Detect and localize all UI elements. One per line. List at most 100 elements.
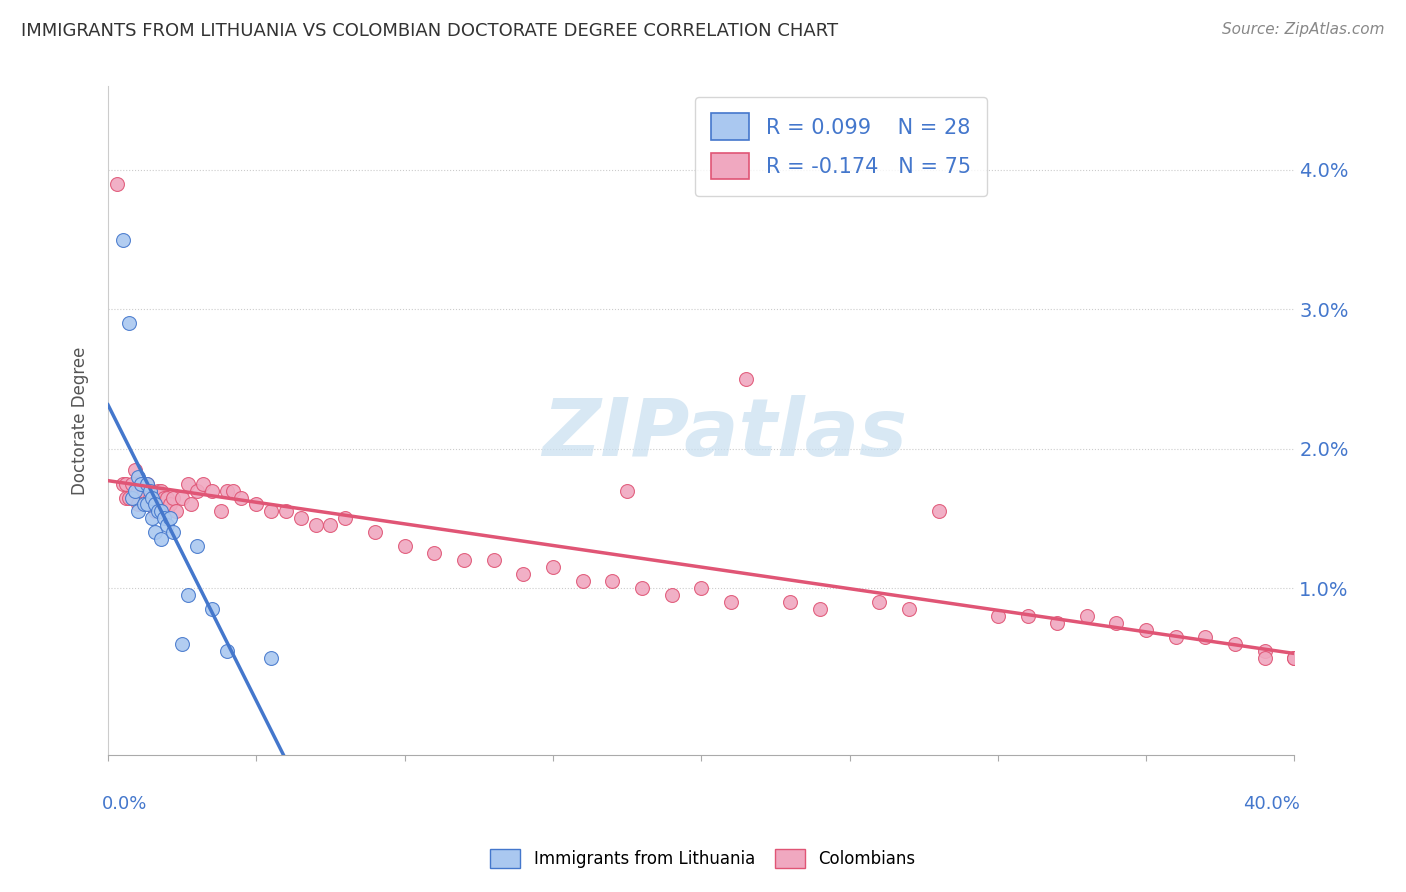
Point [141,483,163,498]
Point [138,491,160,505]
Point [148,483,170,498]
Point [1284,650,1306,665]
Point [135,476,157,491]
Text: 40.0%: 40.0% [1243,796,1301,814]
Point [364,525,387,540]
Point [453,553,475,567]
Point [150,504,173,518]
Point [186,483,208,498]
Point [1194,630,1216,644]
Legend: R = 0.099    N = 28, R = -0.174   N = 75: R = 0.099 N = 28, R = -0.174 N = 75 [695,96,987,196]
Point [260,650,283,665]
Text: 0.0%: 0.0% [103,796,148,814]
Point [1254,650,1277,665]
Point [231,491,253,505]
Point [111,476,134,491]
Point [734,372,756,386]
Legend: Immigrants from Lithuania, Colombians: Immigrants from Lithuania, Colombians [484,843,922,875]
Point [1105,615,1128,630]
Point [138,483,160,498]
Point [177,588,200,602]
Point [868,595,890,609]
Point [720,595,742,609]
Point [482,553,505,567]
Point [304,518,326,533]
Point [571,574,593,588]
Point [1135,623,1157,637]
Point [105,177,128,191]
Y-axis label: Doctorate Degree: Doctorate Degree [72,347,89,495]
Point [141,491,163,505]
Point [135,476,157,491]
Point [156,491,179,505]
Point [191,476,214,491]
Point [172,491,194,505]
Text: Source: ZipAtlas.com: Source: ZipAtlas.com [1222,22,1385,37]
Point [114,491,136,505]
Point [118,316,141,330]
Point [159,498,181,512]
Point [779,595,801,609]
Point [132,483,155,498]
Point [180,498,202,512]
Point [987,609,1010,624]
Point [1223,637,1246,651]
Point [159,511,181,525]
Point [121,491,143,505]
Point [124,462,146,476]
Point [145,525,167,540]
Point [1046,615,1069,630]
Point [260,504,283,518]
Point [118,491,141,505]
Point [129,476,152,491]
Point [661,588,683,602]
Point [156,518,179,533]
Point [423,546,446,560]
Point [1284,650,1306,665]
Point [127,504,149,518]
Point [600,574,623,588]
Point [245,498,267,512]
Point [145,491,167,505]
Point [121,476,143,491]
Point [132,498,155,512]
Point [1017,609,1039,624]
Point [162,491,184,505]
Point [114,476,136,491]
Point [616,483,638,498]
Point [1076,609,1098,624]
Point [150,483,173,498]
Point [201,602,224,616]
Point [135,498,157,512]
Point [319,518,342,533]
Point [129,476,152,491]
Point [394,539,416,553]
Point [145,504,167,518]
Point [808,602,831,616]
Point [335,511,357,525]
Point [928,504,950,518]
Point [215,644,238,658]
Point [215,483,238,498]
Point [221,483,243,498]
Point [145,498,167,512]
Text: IMMIGRANTS FROM LITHUANIA VS COLOMBIAN DOCTORATE DEGREE CORRELATION CHART: IMMIGRANTS FROM LITHUANIA VS COLOMBIAN D… [21,22,838,40]
Point [512,567,534,582]
Point [186,539,208,553]
Point [153,511,176,525]
Point [172,637,194,651]
Point [156,504,179,518]
Point [1254,644,1277,658]
Point [631,581,654,595]
Point [541,560,564,574]
Point [165,504,187,518]
Point [150,533,173,547]
Point [153,491,176,505]
Point [690,581,713,595]
Text: ZIPatlas: ZIPatlas [543,395,907,474]
Point [141,511,163,525]
Point [124,483,146,498]
Point [177,476,200,491]
Point [1164,630,1187,644]
Point [162,525,184,540]
